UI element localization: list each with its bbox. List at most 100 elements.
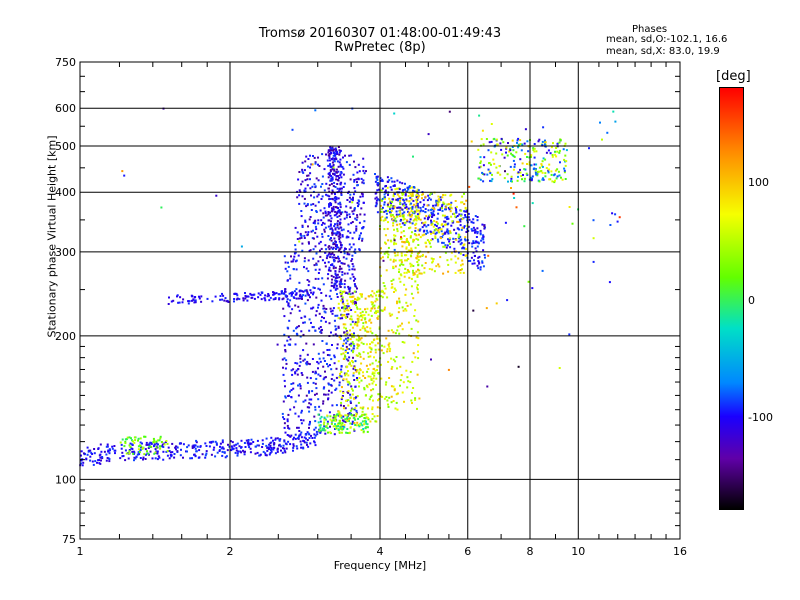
data-point <box>430 223 433 226</box>
data-point <box>97 447 100 450</box>
data-point <box>137 448 140 451</box>
data-point <box>292 443 295 446</box>
data-point <box>445 246 448 249</box>
data-point <box>319 209 322 212</box>
data-point <box>166 454 169 457</box>
data-point <box>272 446 275 449</box>
data-point <box>365 420 367 423</box>
data-point <box>416 407 418 410</box>
data-point <box>346 339 349 342</box>
data-point <box>314 225 317 228</box>
data-point <box>343 217 346 220</box>
data-point <box>350 396 353 399</box>
data-point <box>542 177 544 180</box>
data-point <box>532 147 535 150</box>
data-point <box>351 361 354 364</box>
data-point <box>379 179 382 182</box>
data-point <box>311 358 314 360</box>
data-point <box>382 259 385 262</box>
data-point <box>355 229 358 232</box>
data-point <box>225 300 228 303</box>
data-point <box>444 251 447 254</box>
data-point <box>281 290 283 293</box>
data-point <box>496 143 499 146</box>
data-point <box>348 243 351 246</box>
data-point <box>443 202 446 205</box>
data-point <box>320 415 323 418</box>
data-point <box>332 246 335 249</box>
data-point <box>299 357 302 360</box>
data-point <box>413 186 416 189</box>
data-point <box>303 189 306 192</box>
data-point <box>383 193 386 196</box>
data-point <box>417 238 420 241</box>
data-point <box>522 174 524 176</box>
data-point <box>296 426 298 429</box>
data-point <box>424 211 427 213</box>
data-point <box>544 175 547 178</box>
data-point <box>309 216 312 218</box>
data-point <box>552 142 554 145</box>
data-point <box>329 149 332 152</box>
data-point <box>204 456 207 459</box>
data-point <box>309 249 312 252</box>
data-point <box>365 413 368 416</box>
data-point <box>410 198 413 201</box>
data-point <box>535 150 538 153</box>
data-point <box>303 197 306 200</box>
data-point <box>465 231 468 233</box>
data-point <box>422 193 424 196</box>
data-point <box>326 254 329 257</box>
data-point <box>390 215 393 218</box>
data-point <box>511 146 514 148</box>
data-point <box>449 231 452 234</box>
data-point <box>305 155 308 158</box>
data-point <box>428 216 430 219</box>
data-point <box>285 443 288 446</box>
data-point <box>335 178 338 181</box>
data-point <box>155 440 158 443</box>
data-point <box>349 231 352 234</box>
x-tick-label-8: 8 <box>527 545 534 558</box>
data-point <box>332 166 335 169</box>
data-point <box>434 232 437 235</box>
data-point <box>364 427 367 429</box>
data-point <box>400 274 403 277</box>
data-point <box>343 339 346 342</box>
data-point <box>344 323 347 326</box>
data-point <box>330 384 333 387</box>
data-point <box>151 457 154 460</box>
data-point <box>341 166 344 168</box>
data-point <box>538 180 541 183</box>
data-point <box>139 441 142 444</box>
data-point <box>283 418 286 420</box>
data-point <box>349 413 352 416</box>
data-point <box>328 322 331 325</box>
data-point <box>297 297 300 300</box>
data-point <box>101 457 104 460</box>
data-point <box>348 290 351 293</box>
data-point <box>267 447 270 450</box>
data-point <box>402 203 404 206</box>
data-point <box>303 257 306 260</box>
data-point <box>180 448 182 451</box>
data-point <box>418 269 421 272</box>
data-point <box>230 449 233 452</box>
data-point <box>147 447 150 449</box>
data-point <box>312 203 315 206</box>
data-point <box>280 449 282 452</box>
data-point <box>334 243 337 246</box>
data-point <box>357 178 360 181</box>
data-point <box>333 260 336 263</box>
data-point <box>362 428 365 430</box>
data-point <box>311 163 314 166</box>
data-point <box>354 369 357 372</box>
data-point <box>228 445 231 448</box>
data-point <box>523 177 526 180</box>
data-point <box>244 297 247 300</box>
data-point <box>322 357 325 360</box>
data-point <box>141 446 144 449</box>
data-point <box>391 283 394 286</box>
data-point <box>181 301 184 304</box>
data-point <box>351 326 354 329</box>
